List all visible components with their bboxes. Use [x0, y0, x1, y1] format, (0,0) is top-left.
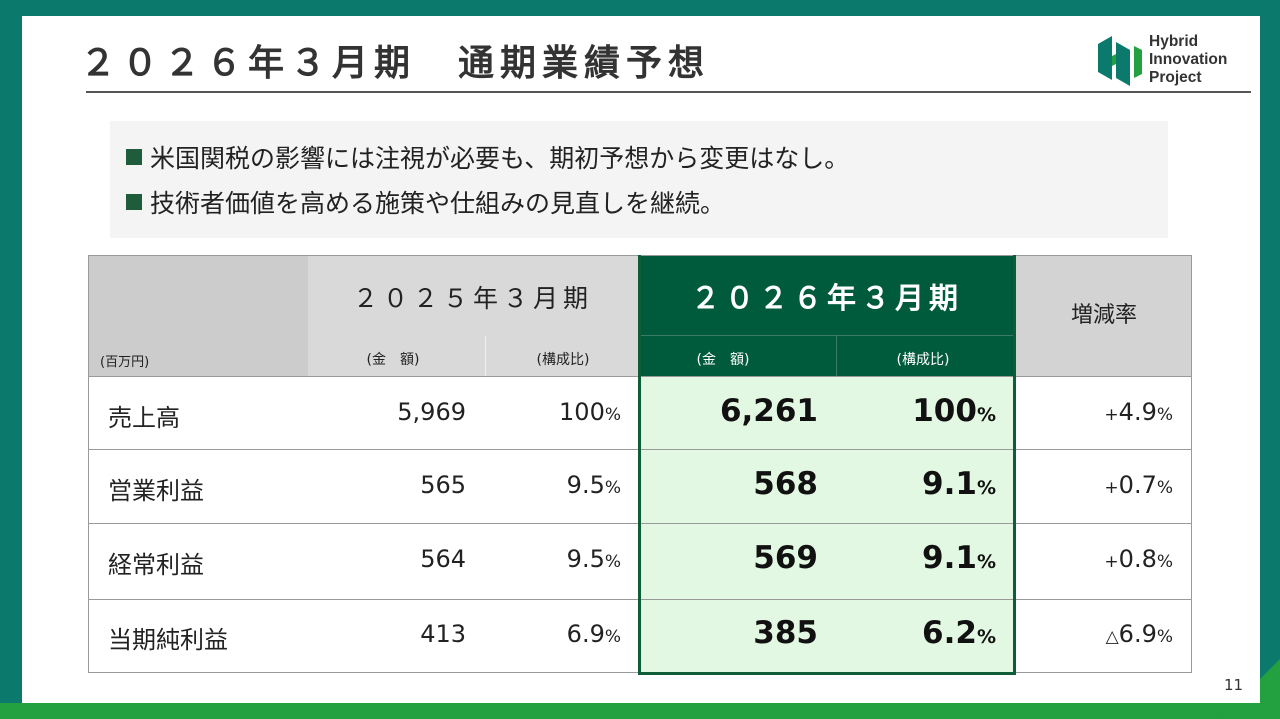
frame-top	[0, 0, 1280, 16]
change-rate: △6.9%	[1105, 620, 1173, 648]
value-2026: 6,261	[719, 393, 818, 429]
bullet-2-text: 技術者価値を高める施策や仕組みの見直しを継続。	[150, 189, 726, 218]
value-2025: 5,969	[397, 398, 466, 426]
header-2025: ２０２５年３月期	[352, 284, 593, 313]
value-2026: 569	[753, 540, 818, 576]
frame-right	[1260, 0, 1280, 719]
title-divider	[86, 91, 1251, 93]
sub-amount-2026: (金 額)	[696, 352, 750, 368]
ratio-2025: 9.5%	[566, 545, 621, 573]
ratio-2026: 9.1%	[922, 540, 996, 576]
bullet-1: 米国関税の影響には注視が必要も、期初予想から変更はなし。	[126, 139, 849, 175]
page-number: 11	[1224, 676, 1244, 694]
row-label: 当期純利益	[108, 626, 228, 654]
square-bullet-icon	[126, 149, 142, 165]
ratio-2025: 6.9%	[566, 620, 621, 648]
header-2026: ２０２６年３月期	[690, 281, 963, 315]
ratio-2026: 100%	[912, 393, 996, 429]
unit-label: (百万円)	[100, 355, 150, 370]
change-rate: +4.9%	[1104, 398, 1173, 426]
value-2026: 568	[753, 466, 818, 502]
header-change-rate: 増減率	[1070, 303, 1137, 328]
row-label: 経常利益	[108, 551, 204, 579]
change-rate: +0.8%	[1104, 545, 1173, 573]
sub-ratio-2026: (構成比)	[896, 352, 950, 368]
logo-line-2: Innovation	[1149, 51, 1228, 68]
square-bullet-icon	[126, 194, 142, 210]
forecast-table: ２０２５年３月期 ２０２６年３月期 増減率 (百万円) (金 額) (構成比) …	[88, 255, 1192, 675]
logo-line-1: Hybrid	[1149, 33, 1199, 50]
header-2026-divider	[836, 336, 837, 376]
ratio-2025: 9.5%	[566, 471, 621, 499]
value-2025: 565	[420, 471, 466, 499]
ratio-2025: 100%	[559, 398, 621, 426]
sub-ratio-2025: (構成比)	[536, 352, 590, 368]
frame-left	[0, 0, 22, 719]
highlight-2026-border	[638, 255, 1016, 675]
header-label-cell	[88, 255, 308, 376]
header-2025-divider	[485, 336, 486, 376]
page-title: ２０２６年３月期 通期業績予想	[80, 43, 711, 84]
row-label: 売上高	[108, 404, 180, 432]
ratio-2026: 6.2%	[922, 615, 996, 651]
value-2025: 413	[420, 620, 466, 648]
value-2026: 385	[753, 615, 818, 651]
header-2026-rule	[638, 335, 1016, 336]
sub-amount-2025: (金 額)	[366, 352, 420, 368]
ratio-2026: 9.1%	[922, 466, 996, 502]
logo-line-3: Project	[1149, 69, 1202, 86]
logo-mark-icon	[1098, 36, 1142, 86]
row-label: 営業利益	[108, 477, 204, 505]
change-rate: +0.7%	[1104, 471, 1173, 499]
value-2025: 564	[420, 545, 466, 573]
bullet-2: 技術者価値を高める施策や仕組みの見直しを継続。	[126, 184, 725, 220]
summary-box: 米国関税の影響には注視が必要も、期初予想から変更はなし。 技術者価値を高める施策…	[110, 121, 1168, 238]
header-2025-cell	[308, 255, 638, 376]
highlight-2026-column	[638, 376, 1016, 673]
logo-text: Hybrid Innovation Project	[1149, 33, 1227, 87]
header-2026-cell	[638, 255, 1016, 376]
frame-bottom	[0, 703, 1280, 719]
bullet-1-text: 米国関税の影響には注視が必要も、期初予想から変更はなし。	[150, 144, 850, 173]
